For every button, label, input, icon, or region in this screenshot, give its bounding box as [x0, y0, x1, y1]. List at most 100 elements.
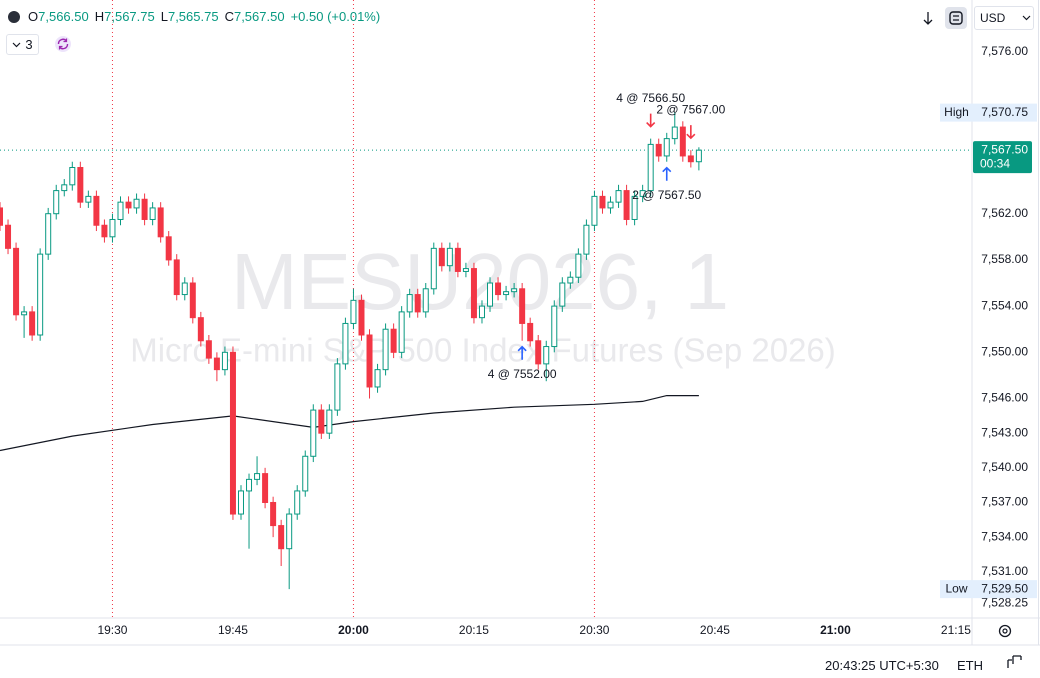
candle-body: [101, 224, 108, 238]
candle-body: [37, 253, 44, 336]
candle-body: [13, 247, 20, 316]
y-tick-label: 7,534.00: [981, 529, 1028, 543]
buy-arrow: [662, 166, 672, 181]
candle-body: [679, 126, 686, 157]
symbol-icon: [8, 10, 20, 23]
session-button[interactable]: ETH: [957, 655, 983, 675]
candle-body: [237, 490, 244, 515]
candle-body: [53, 190, 60, 215]
candle-body: [21, 311, 28, 316]
candle-body: [270, 501, 277, 527]
candle-body: [133, 198, 140, 209]
x-tick-label: 19:30: [97, 623, 127, 637]
candle-body: [430, 247, 437, 290]
candle-body: [221, 351, 228, 371]
currency: USD: [980, 11, 1006, 25]
candle-body: [583, 224, 590, 255]
candle-body: [173, 259, 180, 296]
y-tick-label: 7,558.00: [981, 252, 1028, 266]
candle-body: [318, 409, 325, 434]
candle-body: [567, 276, 574, 284]
y-tick-label: 7,540.00: [981, 460, 1028, 474]
candle-body: [519, 288, 526, 324]
candle-body: [366, 334, 373, 388]
legend-header: O 7,566.50 H 7,567.75 L 7,565.75 C 7,567.50 …: [8, 9, 380, 24]
buy-arrow: [517, 345, 527, 360]
candle-body: [117, 201, 124, 220]
candle-body: [109, 218, 116, 238]
candle-body: [615, 190, 622, 203]
candle-body: [213, 357, 220, 371]
refresh-icon[interactable]: [55, 36, 71, 52]
fullscreen-button[interactable]: [1007, 655, 1022, 668]
low-price-box: [973, 580, 1037, 599]
chevron: [12, 42, 21, 47]
scroll-button[interactable]: [917, 7, 939, 29]
candle-body: [77, 166, 84, 203]
candle-body: [422, 288, 429, 313]
candle-body: [671, 126, 678, 140]
moving-average: [0, 395, 699, 452]
candle-body: [69, 166, 76, 186]
candle-body: [29, 311, 36, 336]
x-tick-label: 21:15: [941, 623, 971, 637]
maximize-button[interactable]: [945, 7, 967, 29]
high-label: H: [94, 9, 105, 24]
watermark-subtitle: Micro E-mini S&P 500 Index Futures (Sep …: [130, 332, 836, 369]
y-tick-label: 7,576.00: [981, 44, 1028, 58]
candle-body: [0, 207, 3, 226]
candle-body: [575, 253, 582, 278]
high-price-label: 7,570.75: [981, 105, 1028, 119]
low-marker-box: [940, 580, 973, 599]
change-value: +0.50 (+0.01%): [290, 9, 381, 24]
candle-body: [302, 455, 309, 492]
currency-select[interactable]: USD: [974, 6, 1034, 30]
candle-body: [45, 213, 52, 255]
open-label: O: [28, 9, 39, 24]
y-tick-label: 7,543.00: [981, 425, 1028, 439]
sell-arrow: [686, 125, 696, 140]
candle-body: [462, 268, 469, 272]
trade-label: 2 @ 7567.00: [656, 102, 725, 116]
open-value: 7,566.50: [38, 9, 89, 24]
settings-button[interactable]: [998, 624, 1012, 638]
session-text: ETH: [957, 657, 983, 673]
candle-body: [246, 478, 253, 492]
y-tick-label: 7,528.25: [981, 596, 1028, 610]
x-tick-label: 20:45: [700, 623, 730, 637]
countdown-label: 00:34: [980, 156, 1010, 170]
candle-body: [390, 328, 397, 353]
y-tick-label: 7,546.00: [981, 391, 1028, 405]
candle-body: [414, 294, 421, 313]
high-marker-label: High: [944, 105, 969, 119]
candle-body: [647, 143, 654, 192]
trade-label: 4 @ 7566.50: [616, 91, 685, 105]
candle-body: [398, 311, 405, 353]
y-tick-label: 7,562.00: [981, 206, 1028, 220]
candle-body: [639, 190, 646, 197]
x-tick-label: 20:00: [338, 623, 369, 637]
x-tick-label: 20:30: [579, 623, 609, 637]
clock[interactable]: 20:43:25 UTC+5:30: [825, 655, 939, 675]
indicators-toggle[interactable]: 3: [6, 34, 39, 55]
candle-body: [157, 207, 164, 238]
candle-body: [591, 195, 598, 226]
candle-body: [205, 340, 212, 359]
candle-body: [543, 346, 550, 365]
candle-body: [165, 236, 172, 261]
candle-body: [527, 322, 534, 342]
indicator-count: 3: [25, 37, 33, 52]
y-tick-label: 7,554.00: [981, 298, 1028, 312]
candle-body: [470, 268, 477, 319]
low-price-label: 7,529.50: [981, 581, 1028, 595]
last-price-box: [973, 141, 1032, 174]
trade-label: 4 @ 7552.00: [488, 367, 557, 381]
candle-body: [382, 328, 389, 371]
candle-body: [294, 490, 301, 515]
high-price-box: [973, 103, 1037, 122]
candle-body: [358, 299, 365, 336]
low-marker-label: Low: [945, 581, 967, 595]
x-tick-label: 20:15: [459, 623, 489, 637]
